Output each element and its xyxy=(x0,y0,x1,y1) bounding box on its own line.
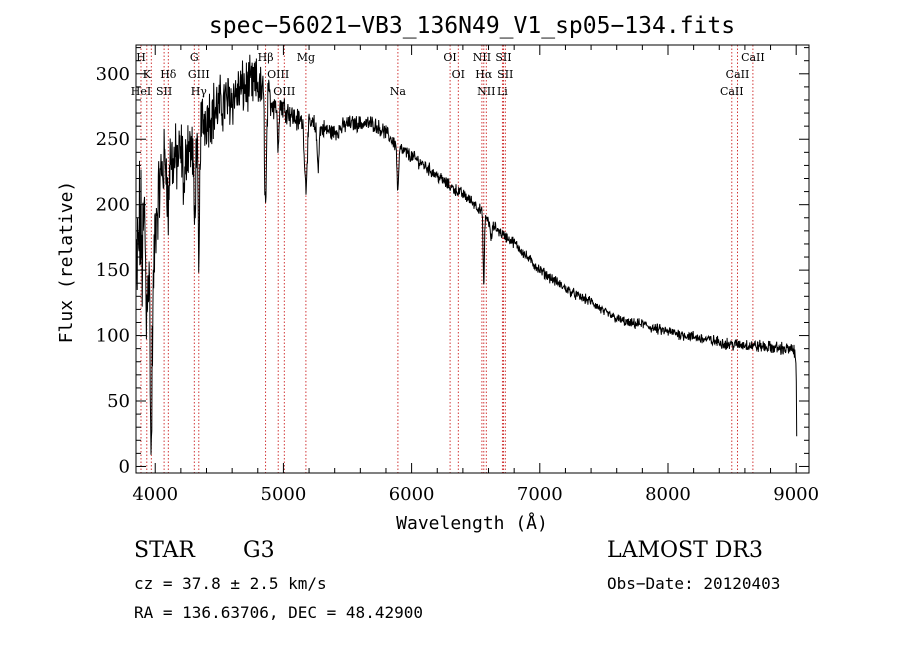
observation-date: Obs−Date: 20120403 xyxy=(607,574,781,593)
spectral-line-label: CaII xyxy=(741,51,765,64)
spectral-line-label: Mg xyxy=(297,51,315,64)
spectral-line-label: NII xyxy=(477,85,495,98)
y-axis: 0 50 100 150 200 250 300 xyxy=(96,47,809,477)
spectral-line-label: K xyxy=(143,68,152,81)
spectral-line-label: Hγ xyxy=(191,85,208,98)
spectral-line-label: Li xyxy=(497,85,508,98)
y-tick-label: 250 xyxy=(96,129,130,150)
spectral-line-label: OI xyxy=(443,51,456,64)
chart-title: spec−56021−VB3_136N49_V1_sp05−134.fits xyxy=(209,13,735,39)
object-subclass: G3 xyxy=(243,538,275,563)
spectrum-line xyxy=(135,54,798,455)
spectral-line-label: SII xyxy=(156,85,172,98)
x-tick-label: 9000 xyxy=(773,484,819,505)
x-tick-label: 8000 xyxy=(645,484,691,505)
redshift-cz: cz = 37.8 ± 2.5 km/s xyxy=(134,574,327,593)
spectrum-series-group xyxy=(135,54,798,455)
line-marker-group xyxy=(140,45,754,473)
plot-frame xyxy=(135,44,810,474)
x-tick-label: 4000 xyxy=(132,484,178,505)
y-tick-label: 50 xyxy=(107,391,130,412)
spectral-line-label: OIII xyxy=(273,85,295,98)
spectral-line-label: CaII xyxy=(726,68,750,81)
x-axis: 4000 5000 6000 7000 8000 9000 xyxy=(132,45,819,505)
x-axis-label: Wavelength (Å) xyxy=(396,512,548,534)
y-tick-label: 200 xyxy=(96,195,130,216)
y-tick-label: 150 xyxy=(96,260,130,281)
coordinates: RA = 136.63706, DEC = 48.42900 xyxy=(134,603,423,622)
spectral-line-label: OI xyxy=(452,68,465,81)
spectral-line-label: Na xyxy=(390,85,407,98)
line-label-group: HK HeI Hδ SII G GIII Hγ Hβ OIII OIII Mg Na OI OI NII Hα… xyxy=(131,51,765,98)
spectral-line-label: H xyxy=(136,51,146,64)
spectral-line-label: Hδ xyxy=(160,68,177,81)
x-tick-label: 7000 xyxy=(517,484,563,505)
spectral-line-label: CaII xyxy=(720,85,744,98)
x-tick-label: 5000 xyxy=(261,484,307,505)
y-tick-label: 0 xyxy=(119,456,130,477)
y-tick-label: 300 xyxy=(96,64,130,85)
spectral-line-label: SII xyxy=(497,68,513,81)
y-tick-label: 100 xyxy=(96,326,130,347)
spectral-line-label: HeI xyxy=(131,85,151,98)
survey-name: LAMOST DR3 xyxy=(607,538,763,563)
y-axis-label: Flux (relative) xyxy=(56,181,77,344)
spectral-line-label: G xyxy=(190,51,199,64)
spectral-line-label: OIII xyxy=(267,68,289,81)
spectral-line-label: NII xyxy=(473,51,491,64)
spectral-line-label: GIII xyxy=(188,68,210,81)
spectral-line-label: Hα xyxy=(475,68,493,81)
spectral-line-label: Hβ xyxy=(258,51,274,64)
x-tick-label: 6000 xyxy=(389,484,435,505)
object-class: STAR xyxy=(134,538,195,563)
spectral-line-label: SII xyxy=(495,51,511,64)
